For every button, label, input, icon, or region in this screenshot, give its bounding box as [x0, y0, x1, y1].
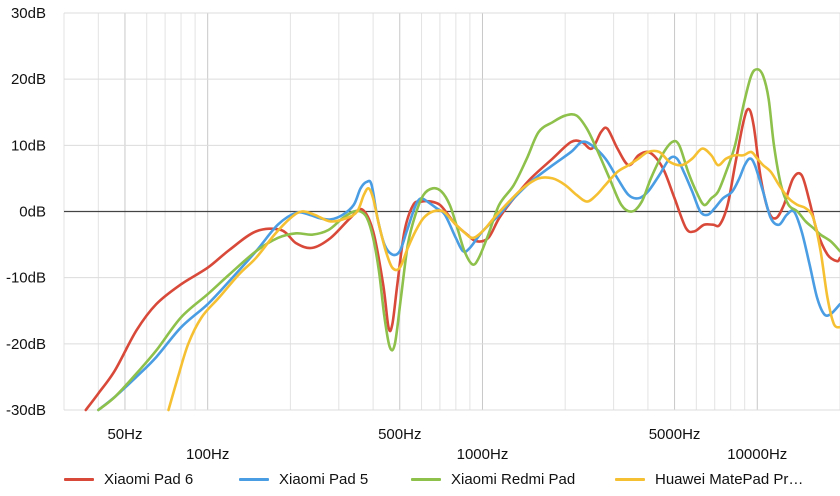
x-tick-label: 100Hz	[186, 446, 229, 463]
legend-label: Xiaomi Redmi Pad	[451, 470, 576, 488]
legend-label: Xiaomi Pad 5	[279, 470, 369, 488]
series-line-3	[97, 67, 840, 412]
series-group	[84, 67, 840, 412]
legend-item: Xiaomi Redmi Pad	[411, 471, 615, 488]
y-tick-label: 10dB	[11, 137, 46, 154]
series-line-2	[97, 140, 840, 412]
x-tick-label: 500Hz	[378, 426, 421, 443]
legend-swatch	[239, 477, 269, 481]
y-tick-label: -30dB	[6, 402, 46, 419]
legend-item: Xiaomi Pad 6	[64, 471, 239, 488]
legend-label: Huawei MatePad Pr…	[655, 470, 804, 488]
x-tick-label: 10000Hz	[727, 446, 787, 463]
legend-swatch	[64, 477, 94, 481]
legend-swatch	[615, 477, 645, 481]
x-tick-label: 5000Hz	[649, 426, 701, 443]
series-line-1	[84, 107, 840, 412]
y-tick-label: 30dB	[11, 5, 46, 22]
y-tick-label: -20dB	[6, 336, 46, 353]
series-line-4	[167, 147, 840, 412]
y-tick-label: 20dB	[11, 71, 46, 88]
x-tick-label: 50Hz	[107, 426, 142, 443]
chart-legend: Xiaomi Pad 6 Xiaomi Pad 5 Xiaomi Redmi Pad…	[64, 466, 840, 492]
legend-item: Huawei MatePad Pr…	[615, 471, 840, 488]
legend-item: Xiaomi Pad 5	[239, 471, 411, 488]
y-tick-label: -10dB	[6, 270, 46, 287]
y-tick-label: 0dB	[19, 204, 46, 221]
legend-label: Xiaomi Pad 6	[104, 470, 194, 488]
x-tick-label: 1000Hz	[457, 446, 509, 463]
legend-swatch	[411, 477, 441, 481]
